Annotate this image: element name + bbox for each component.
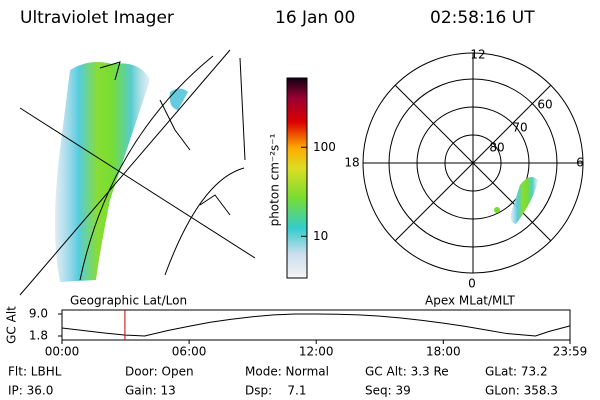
x-tick-label: 18:00 (426, 345, 461, 359)
x-tick-label: 23:59 (553, 345, 588, 359)
polar-plot (362, 52, 584, 274)
info-field: IP: 36.0 (8, 384, 53, 398)
colorbar-label: photon cm⁻²s⁻¹ (268, 133, 282, 226)
info-field: GLon: 358.3 (485, 384, 558, 398)
info-field: GLat: 73.2 (485, 365, 548, 379)
mlt-label: 0 (468, 277, 476, 291)
geographic-image (19, 49, 256, 296)
x-tick-label: 12:00 (299, 345, 334, 359)
mlt-label: 6 (576, 156, 584, 170)
panel-label: Apex MLat/MLT (425, 294, 515, 308)
y-tick-label: 1.8 (29, 329, 48, 343)
altitude-line (61, 313, 571, 337)
x-tick-label: 06:00 (172, 345, 207, 359)
y-axis-label: GC Alt (5, 306, 19, 344)
info-panel: Flt: LBHL Door: Open Mode: Normal GC Alt: 3… (8, 365, 558, 398)
title: Ultraviolet Imager (20, 8, 174, 28)
tick-label: 100 (313, 140, 336, 154)
info-field: Seq: 39 (365, 384, 411, 398)
panel-label: Geographic Lat/Lon (70, 294, 187, 308)
lat-label: 80 (489, 141, 504, 155)
colorbar-ticks: 10 100 (301, 140, 336, 243)
info-field: Flt: LBHL (8, 365, 62, 379)
x-tick-label: 00:00 (45, 345, 80, 359)
altitude-plot: 9.0 1.8 00:00 06:00 12:00 18:00 23:59 (29, 307, 587, 359)
mlt-label: 18 (344, 156, 359, 170)
date: 16 Jan 00 (275, 8, 355, 28)
info-field: Dsp: 7.1 (245, 384, 307, 398)
info-field: Mode: Normal (245, 365, 329, 379)
info-field: Gain: 13 (125, 384, 176, 398)
time: 02:58:16 UT (430, 8, 535, 28)
info-field: Door: Open (125, 365, 194, 379)
info-field: GC Alt: 3.3 Re (365, 365, 449, 379)
tick-label: 10 (313, 229, 328, 243)
y-tick-label: 9.0 (29, 307, 48, 321)
mlt-label: 12 (470, 48, 485, 62)
lat-label: 60 (537, 98, 552, 112)
colorbar (286, 77, 308, 279)
lat-label: 70 (512, 121, 527, 135)
